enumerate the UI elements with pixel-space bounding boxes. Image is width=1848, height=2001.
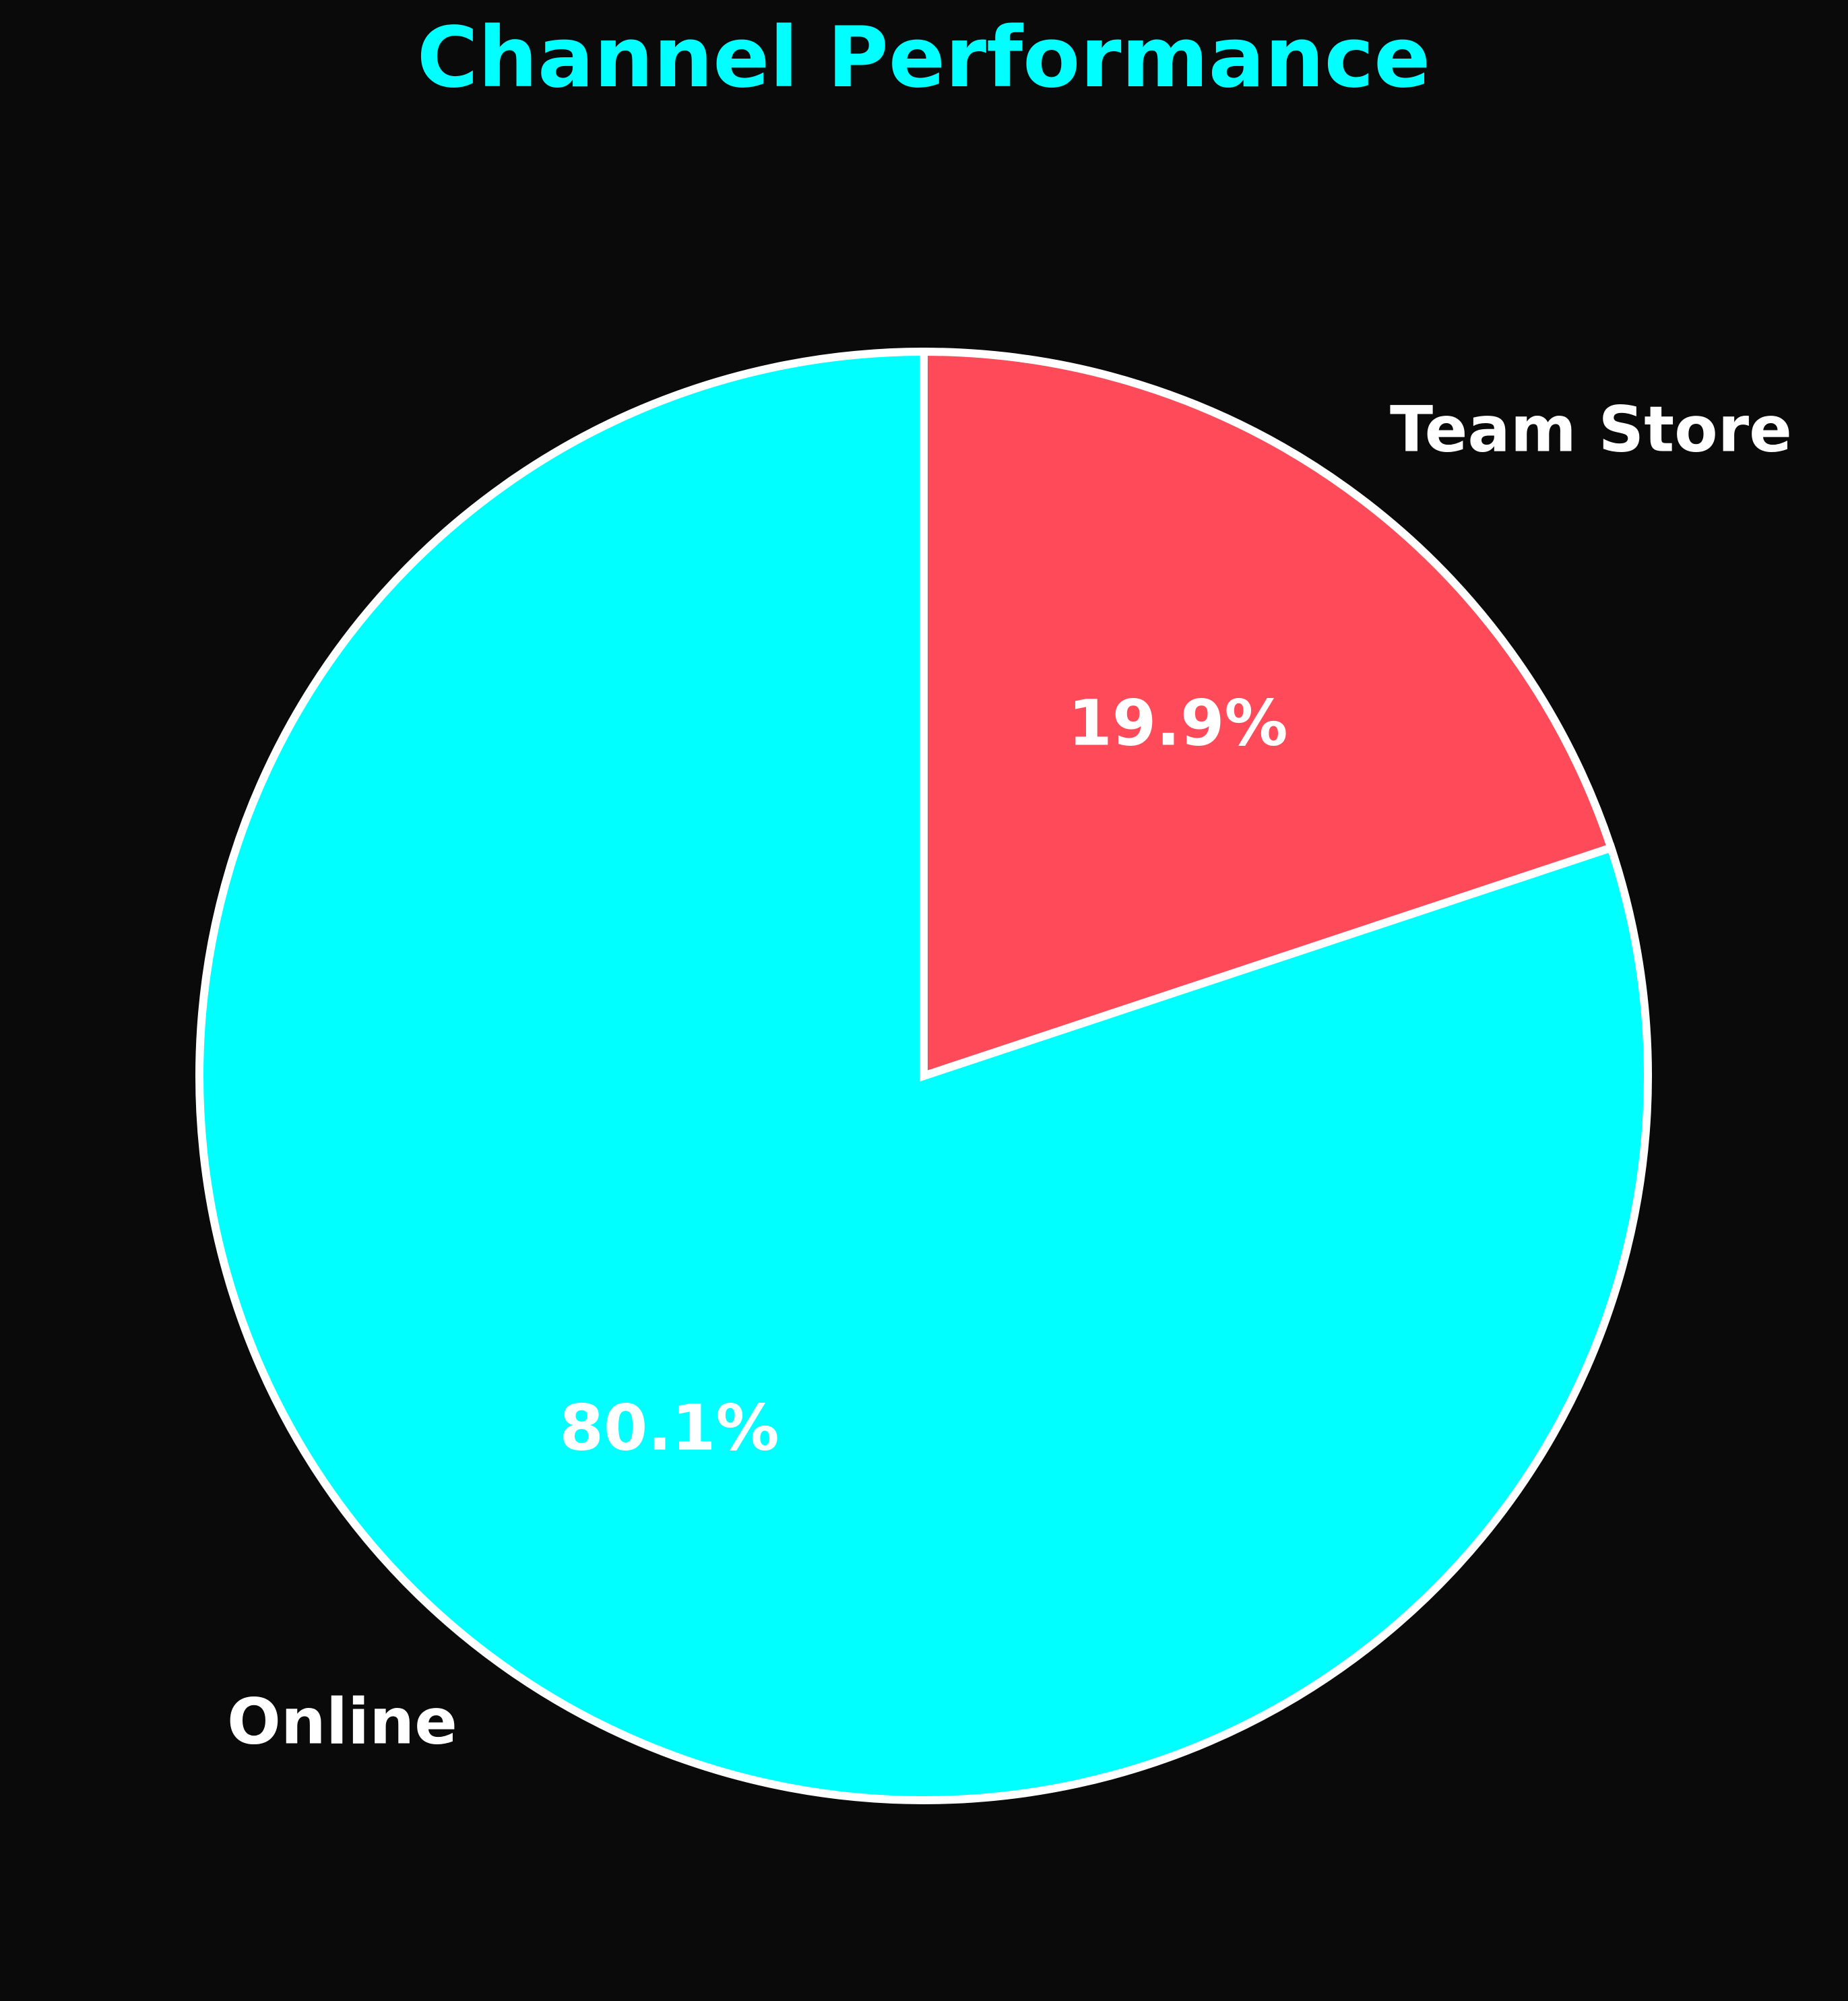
pie-slice-pct-label: 19.9% <box>1068 687 1287 760</box>
pie-slice-team-store <box>920 347 1616 1082</box>
pie-slices <box>195 347 1652 1804</box>
pie-slice-category-label: Online <box>227 1685 457 1758</box>
pie-slice-pct-label: 80.1% <box>559 1392 779 1465</box>
pie-slice-online <box>195 347 1652 1804</box>
pie-slice-category-label: Team Store <box>1390 393 1792 467</box>
pie-labels: 19.9% Team Store 80.1% Online <box>227 393 1792 1759</box>
chart-title: Channel Performance <box>417 9 1430 106</box>
